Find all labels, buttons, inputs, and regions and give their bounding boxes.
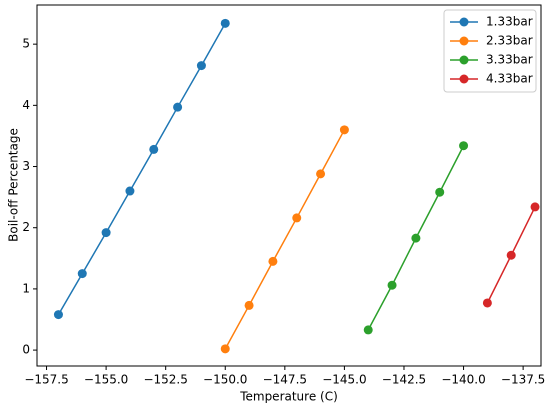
data-point [125, 186, 135, 196]
data-point [53, 310, 63, 320]
legend-box [443, 9, 537, 93]
data-point [244, 300, 254, 310]
data-point [149, 144, 159, 154]
x-tick-label: −150.0 [203, 373, 247, 387]
data-point [220, 18, 230, 28]
data-point [363, 325, 373, 335]
x-tick-label: −155.0 [84, 373, 128, 387]
data-point [268, 256, 278, 266]
data-point [482, 298, 492, 308]
series-line [224, 129, 346, 350]
y-tick-label: 4 [22, 98, 30, 112]
series-line [57, 22, 226, 315]
plot-frame [36, 4, 542, 367]
data-point [220, 344, 230, 354]
legend-label: 4.33bar [486, 72, 533, 86]
data-point [101, 228, 111, 238]
legend-label: 2.33bar [486, 34, 533, 48]
x-tick-label: −152.5 [143, 373, 187, 387]
y-tick-label: 5 [22, 37, 30, 51]
data-point [173, 102, 183, 112]
legend-marker [459, 74, 469, 84]
data-point [459, 141, 469, 151]
legend-marker [459, 55, 469, 65]
y-axis-label: Boil-off Percentage [7, 128, 21, 242]
data-point [387, 280, 397, 290]
data-point [292, 213, 302, 223]
data-point [316, 169, 326, 179]
legend-marker [459, 17, 469, 27]
legend-label: 3.33bar [486, 53, 533, 67]
x-tick-label: −142.5 [382, 373, 426, 387]
data-point [530, 202, 540, 212]
x-tick-label: −140.0 [441, 373, 485, 387]
data-point [411, 233, 421, 243]
data-point [435, 187, 445, 197]
y-tick-label: 0 [22, 343, 30, 357]
y-tick-label: 1 [22, 281, 30, 295]
x-tick-label: −137.5 [501, 373, 545, 387]
data-point [506, 250, 516, 260]
x-tick-label: −157.5 [24, 373, 68, 387]
data-point [196, 61, 206, 71]
data-point [77, 269, 87, 279]
y-tick-label: 3 [22, 159, 30, 173]
y-tick-label: 2 [22, 220, 30, 234]
x-axis-label: Temperature (C) [239, 390, 338, 404]
legend-marker [459, 36, 469, 46]
data-point [339, 125, 349, 135]
x-tick-label: −145.0 [322, 373, 366, 387]
legend-label: 1.33bar [486, 15, 533, 29]
x-tick-label: −147.5 [263, 373, 307, 387]
